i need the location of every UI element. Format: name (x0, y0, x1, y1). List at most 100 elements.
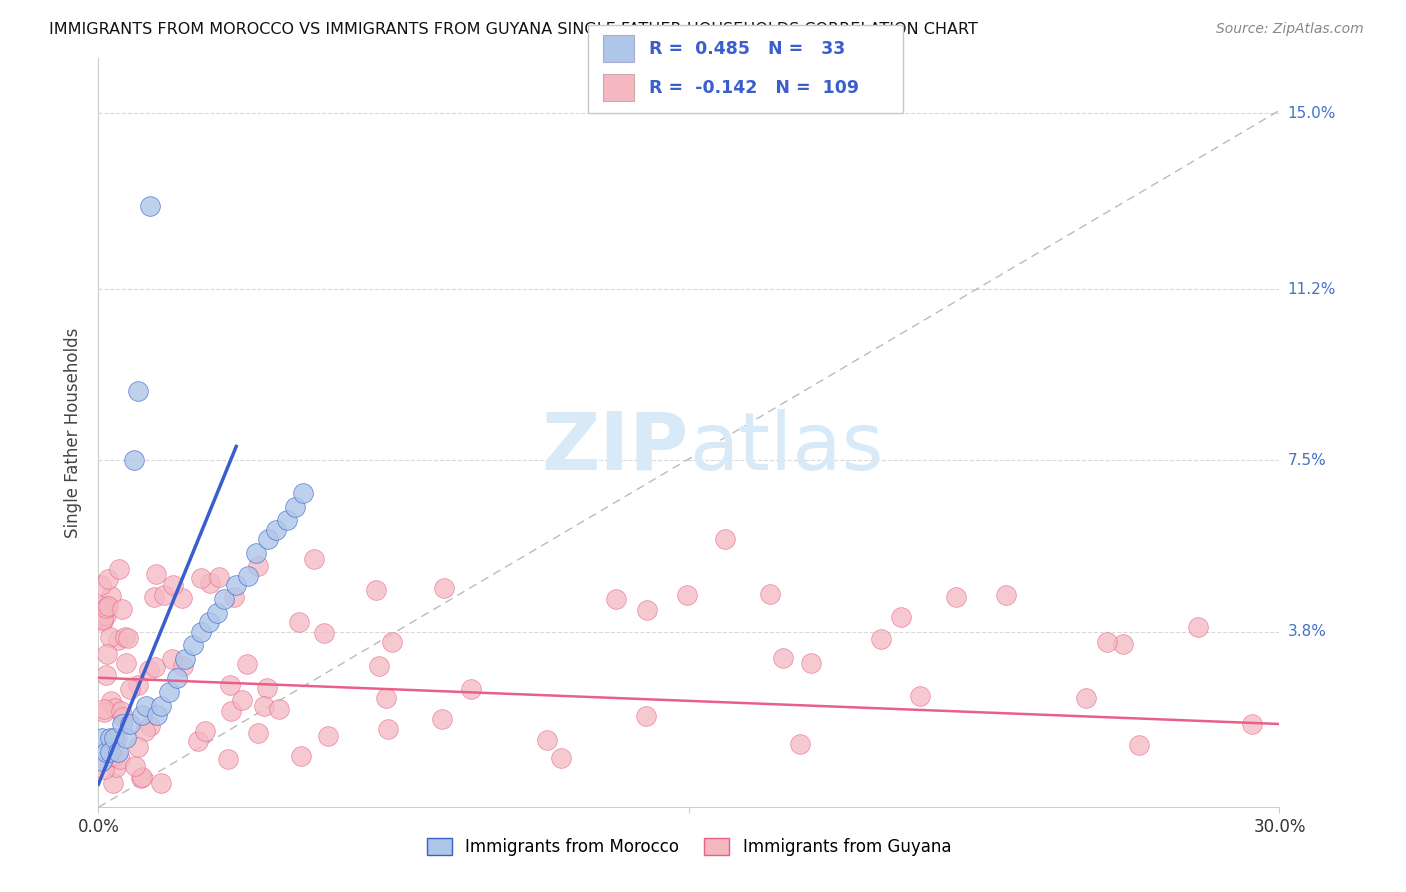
Point (276, 514, 298, 528)
Point (366, 582, 388, 597)
Point (430, 712, 453, 726)
Text: 15.0%: 15.0% (1288, 106, 1336, 121)
Point (247, 559, 270, 574)
Point (302, 552, 325, 566)
Text: R =  -0.142   N =  109: R = -0.142 N = 109 (650, 78, 859, 96)
Point (111, 710, 134, 724)
Point (104, 700, 127, 714)
Point (377, 722, 399, 736)
Point (104, 760, 127, 774)
Point (166, 671, 188, 685)
Point (246, 725, 269, 739)
Point (316, 729, 339, 743)
Point (91, 731, 114, 745)
Point (174, 652, 197, 666)
Point (91, 612, 114, 626)
Point (96, 648, 118, 662)
Point (236, 569, 259, 583)
Point (292, 485, 315, 500)
Text: R =  0.485   N =   33: R = 0.485 N = 33 (650, 40, 845, 58)
Point (131, 707, 153, 722)
Text: Source: ZipAtlas.com: Source: ZipAtlas.com (1216, 22, 1364, 37)
Point (145, 659, 167, 673)
Point (139, 719, 162, 733)
Point (94, 668, 117, 682)
Point (181, 639, 204, 653)
Point (90, 577, 112, 591)
Point (153, 588, 176, 602)
Point (634, 709, 657, 723)
Point (110, 705, 132, 719)
Point (198, 575, 221, 590)
Point (245, 546, 267, 560)
Point (870, 632, 893, 646)
Point (772, 651, 794, 665)
Point (100, 694, 122, 708)
Point (124, 759, 146, 773)
Point (225, 578, 247, 592)
Bar (603, 74, 634, 102)
Point (190, 571, 212, 585)
Point (150, 698, 173, 713)
Point (800, 656, 823, 670)
Point (207, 570, 229, 584)
Point (101, 750, 124, 764)
Point (134, 724, 156, 739)
Point (111, 602, 134, 616)
Point (91, 614, 114, 628)
Point (150, 775, 173, 789)
Text: atlas: atlas (689, 409, 883, 487)
Point (131, 771, 153, 785)
Point (193, 724, 215, 739)
Point (127, 384, 149, 398)
Point (160, 652, 183, 666)
Point (108, 752, 131, 766)
Point (94, 601, 117, 615)
Point (96, 745, 118, 759)
Text: 3.8%: 3.8% (1288, 624, 1327, 639)
Legend: Immigrants from Morocco, Immigrants from Guyana: Immigrants from Morocco, Immigrants from… (420, 831, 957, 863)
Point (107, 745, 129, 759)
Point (1128, 739, 1150, 753)
Point (288, 615, 311, 629)
Point (170, 591, 193, 606)
Point (675, 588, 697, 602)
Point (214, 592, 236, 607)
Point (90, 599, 112, 613)
Point (994, 588, 1017, 602)
Point (108, 562, 131, 576)
Point (381, 634, 404, 648)
Point (117, 631, 139, 645)
Point (114, 630, 136, 644)
Point (1095, 635, 1118, 649)
Point (118, 717, 141, 731)
Point (759, 587, 782, 601)
Point (138, 199, 160, 213)
Point (162, 578, 184, 592)
Point (789, 737, 811, 751)
Point (1240, 717, 1263, 731)
Text: IMMIGRANTS FROM MOROCCO VS IMMIGRANTS FROM GUYANA SINGLE FATHER HOUSEHOLDS CORRE: IMMIGRANTS FROM MOROCCO VS IMMIGRANTS FR… (49, 22, 979, 37)
Point (187, 734, 209, 748)
Point (1112, 637, 1135, 651)
Point (172, 659, 194, 673)
Point (127, 678, 149, 692)
Point (253, 699, 276, 714)
Point (97, 599, 120, 613)
Point (1076, 691, 1098, 706)
Point (1187, 620, 1209, 634)
Point (460, 682, 482, 697)
Point (98, 731, 121, 745)
Point (115, 731, 138, 745)
Point (98, 745, 121, 759)
Point (197, 615, 219, 630)
Point (103, 731, 125, 745)
Point (536, 733, 558, 747)
Point (103, 776, 125, 790)
Point (256, 532, 278, 546)
Point (115, 657, 138, 671)
Point (93, 763, 115, 777)
Point (146, 707, 169, 722)
Y-axis label: Single Father Households: Single Father Households (65, 327, 83, 538)
Point (219, 678, 242, 692)
